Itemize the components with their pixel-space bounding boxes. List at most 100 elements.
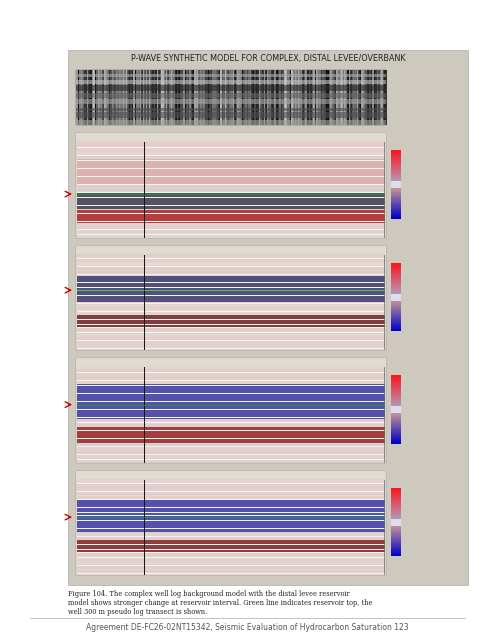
Bar bbox=[391, 398, 401, 399]
Bar bbox=[77, 564, 385, 565]
Bar bbox=[177, 70, 179, 125]
Bar bbox=[77, 280, 385, 281]
Bar bbox=[274, 70, 276, 125]
Bar bbox=[249, 70, 251, 125]
Bar bbox=[77, 211, 385, 212]
Bar bbox=[77, 456, 385, 458]
Bar bbox=[77, 479, 385, 480]
Bar bbox=[391, 403, 401, 404]
Bar bbox=[260, 70, 262, 125]
Bar bbox=[391, 150, 401, 152]
Bar bbox=[77, 292, 385, 294]
Bar bbox=[279, 70, 281, 125]
Bar bbox=[76, 99, 386, 104]
Bar bbox=[76, 70, 78, 125]
Bar bbox=[77, 437, 385, 438]
Bar bbox=[77, 554, 385, 556]
Bar bbox=[77, 195, 385, 196]
Bar bbox=[391, 533, 401, 534]
Bar bbox=[77, 431, 385, 432]
Bar bbox=[391, 506, 401, 507]
Bar bbox=[332, 70, 334, 125]
Bar bbox=[220, 70, 222, 125]
Bar bbox=[370, 70, 373, 125]
Bar bbox=[76, 470, 386, 575]
Bar bbox=[77, 506, 385, 508]
Bar bbox=[244, 70, 246, 125]
Bar bbox=[77, 281, 385, 282]
Bar bbox=[304, 70, 306, 125]
Bar bbox=[77, 509, 385, 511]
Bar bbox=[233, 70, 235, 125]
Bar bbox=[375, 70, 377, 125]
Bar bbox=[204, 70, 207, 125]
Bar bbox=[391, 436, 401, 438]
Bar bbox=[391, 166, 401, 168]
Bar bbox=[77, 447, 385, 448]
Bar bbox=[77, 460, 385, 461]
Bar bbox=[391, 204, 401, 205]
Bar bbox=[77, 159, 385, 160]
Bar bbox=[163, 70, 165, 125]
Bar bbox=[391, 434, 401, 435]
Bar bbox=[367, 70, 369, 125]
Bar bbox=[391, 284, 401, 285]
Bar bbox=[391, 403, 401, 404]
Bar bbox=[77, 451, 385, 453]
Bar bbox=[77, 394, 385, 395]
Bar bbox=[77, 492, 385, 493]
Bar bbox=[77, 346, 385, 347]
Bar bbox=[295, 70, 297, 125]
Bar bbox=[77, 318, 385, 319]
Bar bbox=[76, 70, 386, 125]
Bar bbox=[391, 555, 401, 556]
Bar bbox=[77, 167, 385, 168]
Bar bbox=[391, 195, 401, 196]
Bar bbox=[77, 143, 385, 144]
Bar bbox=[391, 298, 401, 299]
Bar bbox=[77, 324, 385, 326]
Bar bbox=[138, 70, 140, 125]
Bar bbox=[211, 70, 213, 125]
Bar bbox=[77, 395, 385, 397]
Bar bbox=[326, 70, 328, 125]
Bar bbox=[391, 180, 401, 181]
Bar bbox=[77, 403, 385, 404]
Bar bbox=[391, 276, 401, 278]
Bar bbox=[77, 385, 385, 387]
Bar bbox=[245, 70, 247, 125]
Bar bbox=[78, 70, 80, 125]
Bar bbox=[340, 70, 342, 125]
Bar bbox=[321, 70, 323, 125]
Bar bbox=[391, 396, 401, 397]
Bar bbox=[166, 70, 168, 125]
Bar bbox=[77, 323, 385, 324]
Bar bbox=[391, 423, 401, 424]
Bar bbox=[391, 269, 401, 270]
Bar bbox=[391, 547, 401, 548]
Bar bbox=[77, 316, 385, 318]
Bar bbox=[391, 546, 401, 547]
Bar bbox=[203, 70, 205, 125]
Bar bbox=[77, 567, 385, 568]
Bar bbox=[296, 70, 298, 125]
Bar bbox=[391, 189, 401, 191]
Bar bbox=[391, 526, 401, 527]
Bar bbox=[391, 324, 401, 325]
Bar bbox=[278, 70, 280, 125]
Bar bbox=[391, 497, 401, 499]
Bar bbox=[77, 501, 385, 502]
Bar bbox=[391, 495, 401, 497]
Bar bbox=[77, 299, 385, 300]
Bar bbox=[84, 70, 86, 125]
Bar bbox=[77, 302, 385, 303]
Bar bbox=[318, 70, 320, 125]
Bar bbox=[101, 70, 103, 125]
Bar bbox=[391, 538, 401, 540]
Bar bbox=[77, 227, 385, 228]
Bar bbox=[391, 186, 401, 188]
Bar bbox=[391, 217, 401, 218]
Bar bbox=[144, 70, 146, 125]
Bar bbox=[391, 388, 401, 389]
Bar bbox=[76, 246, 386, 253]
